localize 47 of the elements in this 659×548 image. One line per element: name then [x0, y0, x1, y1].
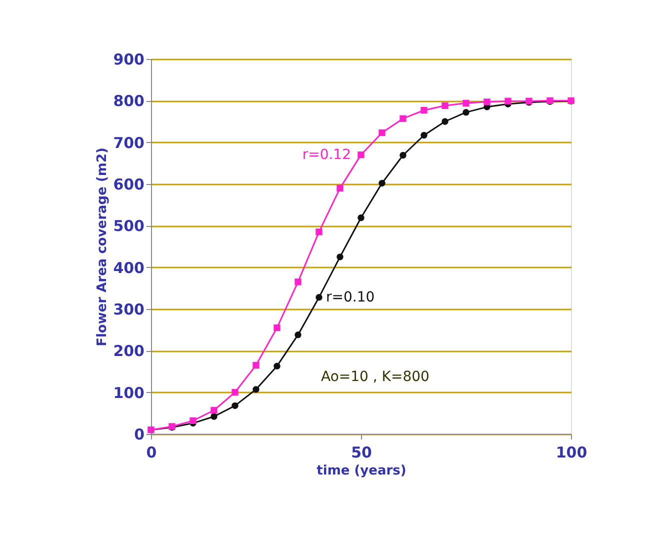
point: [232, 402, 238, 410]
point: [210, 406, 218, 414]
point: [400, 152, 406, 159]
y-tick-label: 200: [113, 342, 144, 360]
series-label: r=0.10: [326, 289, 375, 306]
y-tick-label: 900: [113, 50, 144, 68]
point: [462, 100, 470, 107]
point: [484, 98, 490, 106]
x-tick-label: 50: [351, 444, 372, 462]
point: [294, 278, 302, 286]
point: [316, 294, 322, 301]
y-tick-label: 0: [134, 426, 144, 444]
y-tick-label: 300: [113, 300, 144, 318]
annotation: Ao=10 , K=800: [321, 369, 430, 385]
point: [504, 98, 512, 104]
y-tick-label: 500: [113, 217, 144, 236]
point: [336, 254, 344, 260]
x-axis-title: time (years): [316, 464, 406, 478]
point: [462, 108, 470, 116]
point: [378, 129, 386, 136]
y-tick-label: 700: [113, 134, 144, 152]
x-tick-label: 100: [556, 444, 588, 462]
y-tick-label: 400: [113, 258, 144, 277]
x-tick-label: 0: [146, 444, 157, 462]
point: [274, 324, 280, 332]
point: [316, 228, 322, 236]
point: [252, 386, 260, 393]
series-label: r=0.12: [302, 146, 351, 163]
point: [358, 151, 364, 158]
point: [252, 362, 260, 369]
point: [442, 102, 448, 110]
point: [420, 132, 428, 139]
point: [336, 184, 344, 192]
point: [210, 413, 218, 420]
point: [378, 180, 386, 187]
point: [358, 214, 364, 222]
y-tick-label: 800: [113, 92, 144, 110]
point: [400, 115, 406, 122]
point: [294, 331, 302, 338]
point: [442, 118, 448, 125]
point: [190, 417, 196, 424]
y-axis-title: Flower Area coverage (m2): [95, 148, 110, 346]
point: [274, 362, 280, 370]
point: [420, 106, 428, 114]
point: [232, 388, 238, 396]
y-tick-label: 600: [113, 176, 144, 194]
y-tick-label: 100: [113, 384, 144, 402]
